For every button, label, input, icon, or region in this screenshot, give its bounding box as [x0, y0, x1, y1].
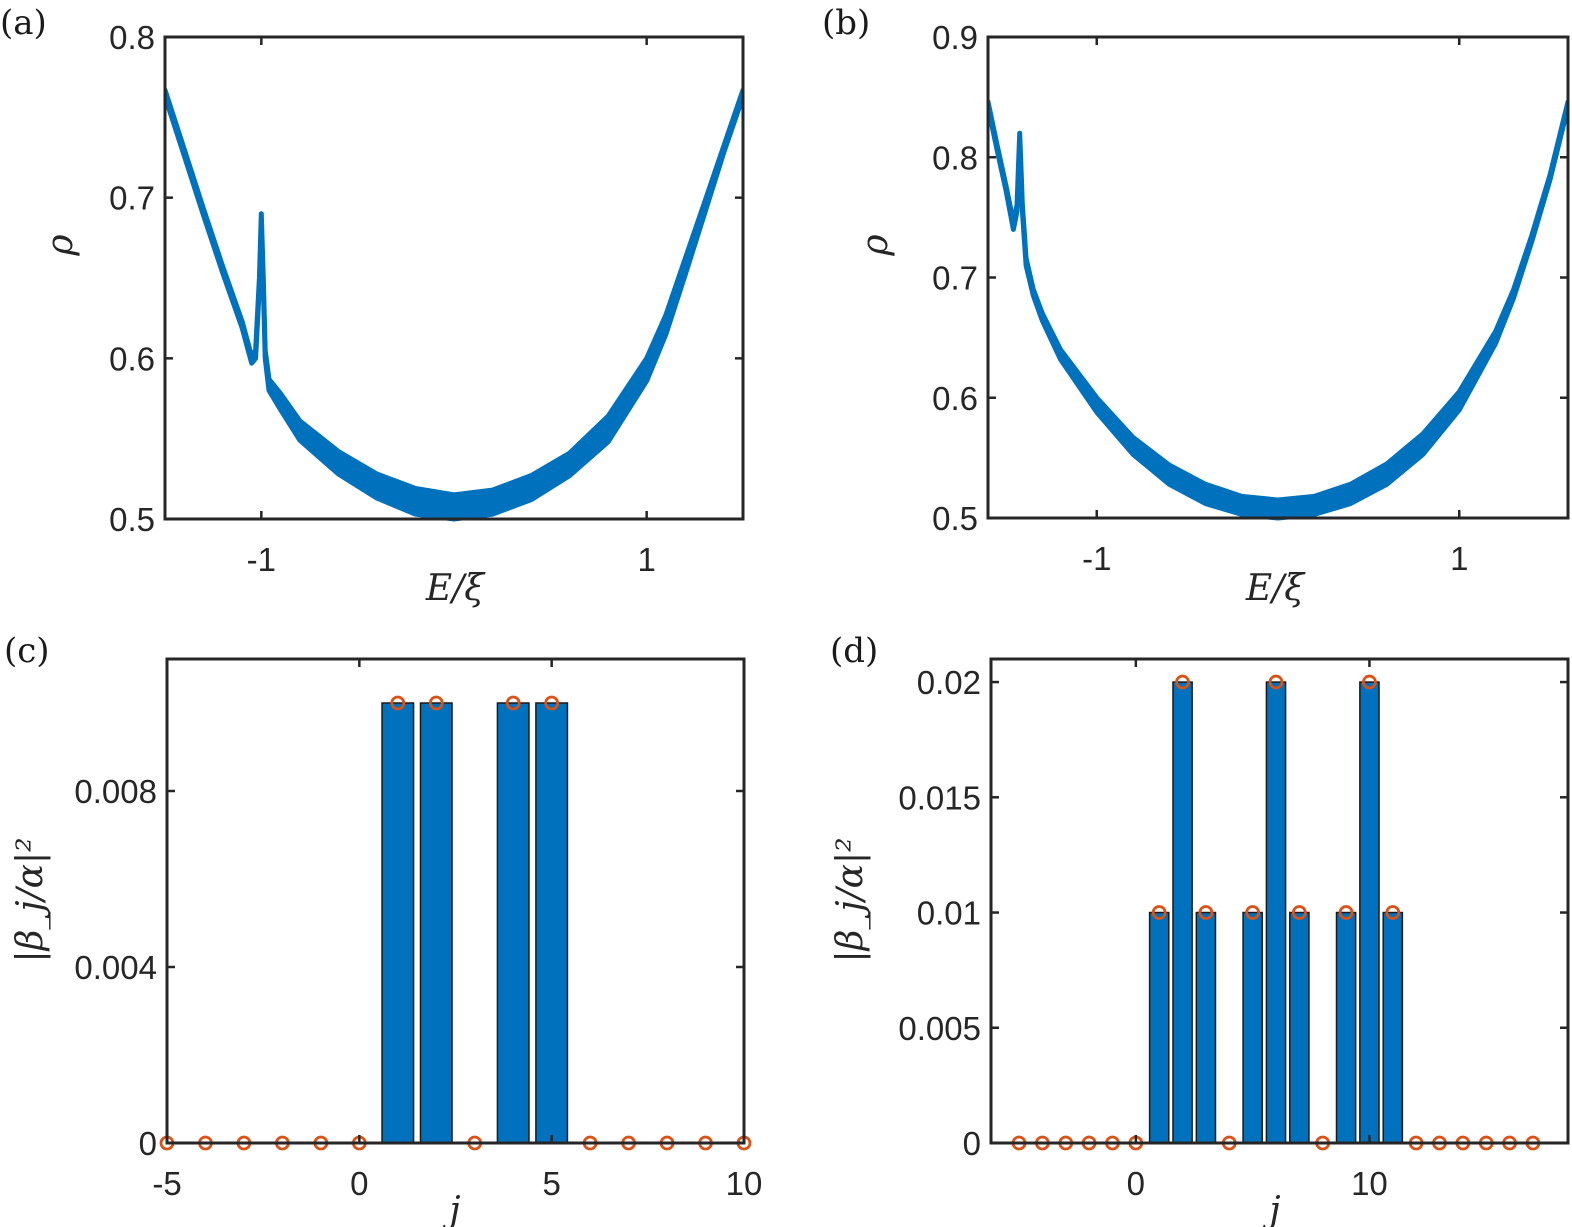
- panel-b: (b) -1 1 0.5 0.6 0.7 0.8 0.9 E/ξ ρ: [822, 3, 1570, 609]
- data-point-marker: [1291, 905, 1307, 920]
- panel-label-a: (a): [0, 3, 47, 43]
- y-tick-label: 0.004: [74, 949, 157, 986]
- panel-a: (a) -1 1 0.5 0.6 0.7 0.8 E/ξ ρ: [0, 3, 745, 609]
- data-point-marker: [428, 695, 444, 711]
- bar: [535, 702, 569, 1144]
- y-tick-label: 0.5: [932, 500, 978, 537]
- y-tick-label: 0.005: [898, 1010, 981, 1047]
- data-point-marker: [505, 695, 521, 711]
- x-tick-label: 5: [542, 1165, 560, 1202]
- axes-box-d: [989, 657, 1570, 1145]
- x-axis-label-c: j: [442, 1190, 460, 1227]
- y-axis-label-c: |β_j/α|²: [10, 837, 51, 962]
- x-tick-label: 1: [1450, 540, 1468, 577]
- panel-label-d: (d): [830, 631, 878, 671]
- rho-curve-band: [165, 87, 743, 522]
- rho-curve-band: [988, 99, 1568, 521]
- x-tick-label: -1: [247, 541, 276, 578]
- x-tick-label: 0: [350, 1165, 368, 1202]
- x-tick-label: 10: [726, 1165, 763, 1202]
- y-tick-label: 0.7: [109, 180, 155, 217]
- data-point-marker: [1385, 905, 1401, 920]
- data-point-marker: [1362, 674, 1377, 690]
- y-tick-label: 0.02: [917, 664, 981, 701]
- bar: [1172, 681, 1193, 1144]
- y-tick-label: 0.6: [109, 340, 155, 377]
- axes-box-c: [165, 657, 746, 1145]
- x-tick-label: 1: [637, 541, 655, 578]
- plot-area-b: [988, 99, 1568, 521]
- y-axis-label-b: ρ: [855, 234, 896, 256]
- bar: [419, 702, 453, 1144]
- plot-area-d: [991, 674, 1568, 1151]
- data-point-marker: [1338, 905, 1354, 920]
- panel-label-b: (b): [822, 3, 870, 43]
- y-axis-label-d: |β_j/α|²: [830, 837, 871, 962]
- y-tick-label: 0.5: [109, 501, 155, 538]
- bar: [496, 702, 530, 1144]
- bar: [1359, 681, 1380, 1144]
- y-tick-label: 0.9: [932, 19, 978, 56]
- ticks-b: -1 1 0.5 0.6 0.7 0.8 0.9: [932, 19, 1568, 577]
- bar: [1148, 911, 1170, 1144]
- y-tick-label: 0.008: [74, 773, 157, 810]
- data-point-marker: [390, 695, 406, 711]
- y-axis-label-a: ρ: [40, 234, 81, 256]
- panel-d: (d) 0 10 0 0.005 0.01 0.015 0.02 j |β_j/α|²: [830, 631, 1570, 1227]
- x-axis-label-b: E/ξ: [1245, 568, 1306, 609]
- x-tick-label: -1: [1082, 540, 1111, 577]
- y-tick-label: 0.01: [917, 895, 981, 932]
- x-tick-label: 10: [1351, 1165, 1388, 1202]
- data-point-marker: [544, 695, 560, 711]
- bar: [381, 702, 415, 1144]
- x-axis-label-d: j: [1262, 1190, 1280, 1227]
- y-tick-label: 0: [139, 1125, 157, 1162]
- y-tick-label: 0.8: [109, 19, 155, 56]
- plot-area-c: [159, 695, 752, 1151]
- axes-box-a: [163, 35, 745, 521]
- panel-label-c: (c): [4, 631, 50, 671]
- bar: [1265, 681, 1287, 1144]
- data-point-marker: [1151, 905, 1167, 920]
- data-point-marker: [1268, 674, 1284, 690]
- plot-area-a: [165, 87, 743, 522]
- ticks-a: -1 1 0.5 0.6 0.7 0.8: [109, 19, 743, 578]
- bar: [1335, 911, 1357, 1144]
- bar: [1242, 911, 1263, 1144]
- bar: [1382, 911, 1404, 1144]
- ticks-d: 0 10 0 0.005 0.01 0.015 0.02: [898, 659, 1568, 1202]
- x-tick-label: 0: [1127, 1165, 1145, 1202]
- y-tick-label: 0.015: [898, 779, 981, 816]
- data-point-marker: [1245, 905, 1261, 920]
- y-tick-label: 0.6: [932, 380, 978, 417]
- data-point-marker: [1175, 674, 1190, 690]
- y-tick-label: 0.8: [932, 139, 978, 176]
- bar: [1195, 911, 1217, 1144]
- x-axis-label-a: E/ξ: [425, 568, 486, 609]
- axes-box-b: [986, 35, 1570, 520]
- y-tick-label: 0.7: [932, 260, 978, 297]
- data-point-marker: [1198, 905, 1214, 920]
- y-tick-label: 0: [963, 1125, 981, 1162]
- bar: [1289, 911, 1310, 1144]
- x-tick-label: -5: [152, 1165, 181, 1202]
